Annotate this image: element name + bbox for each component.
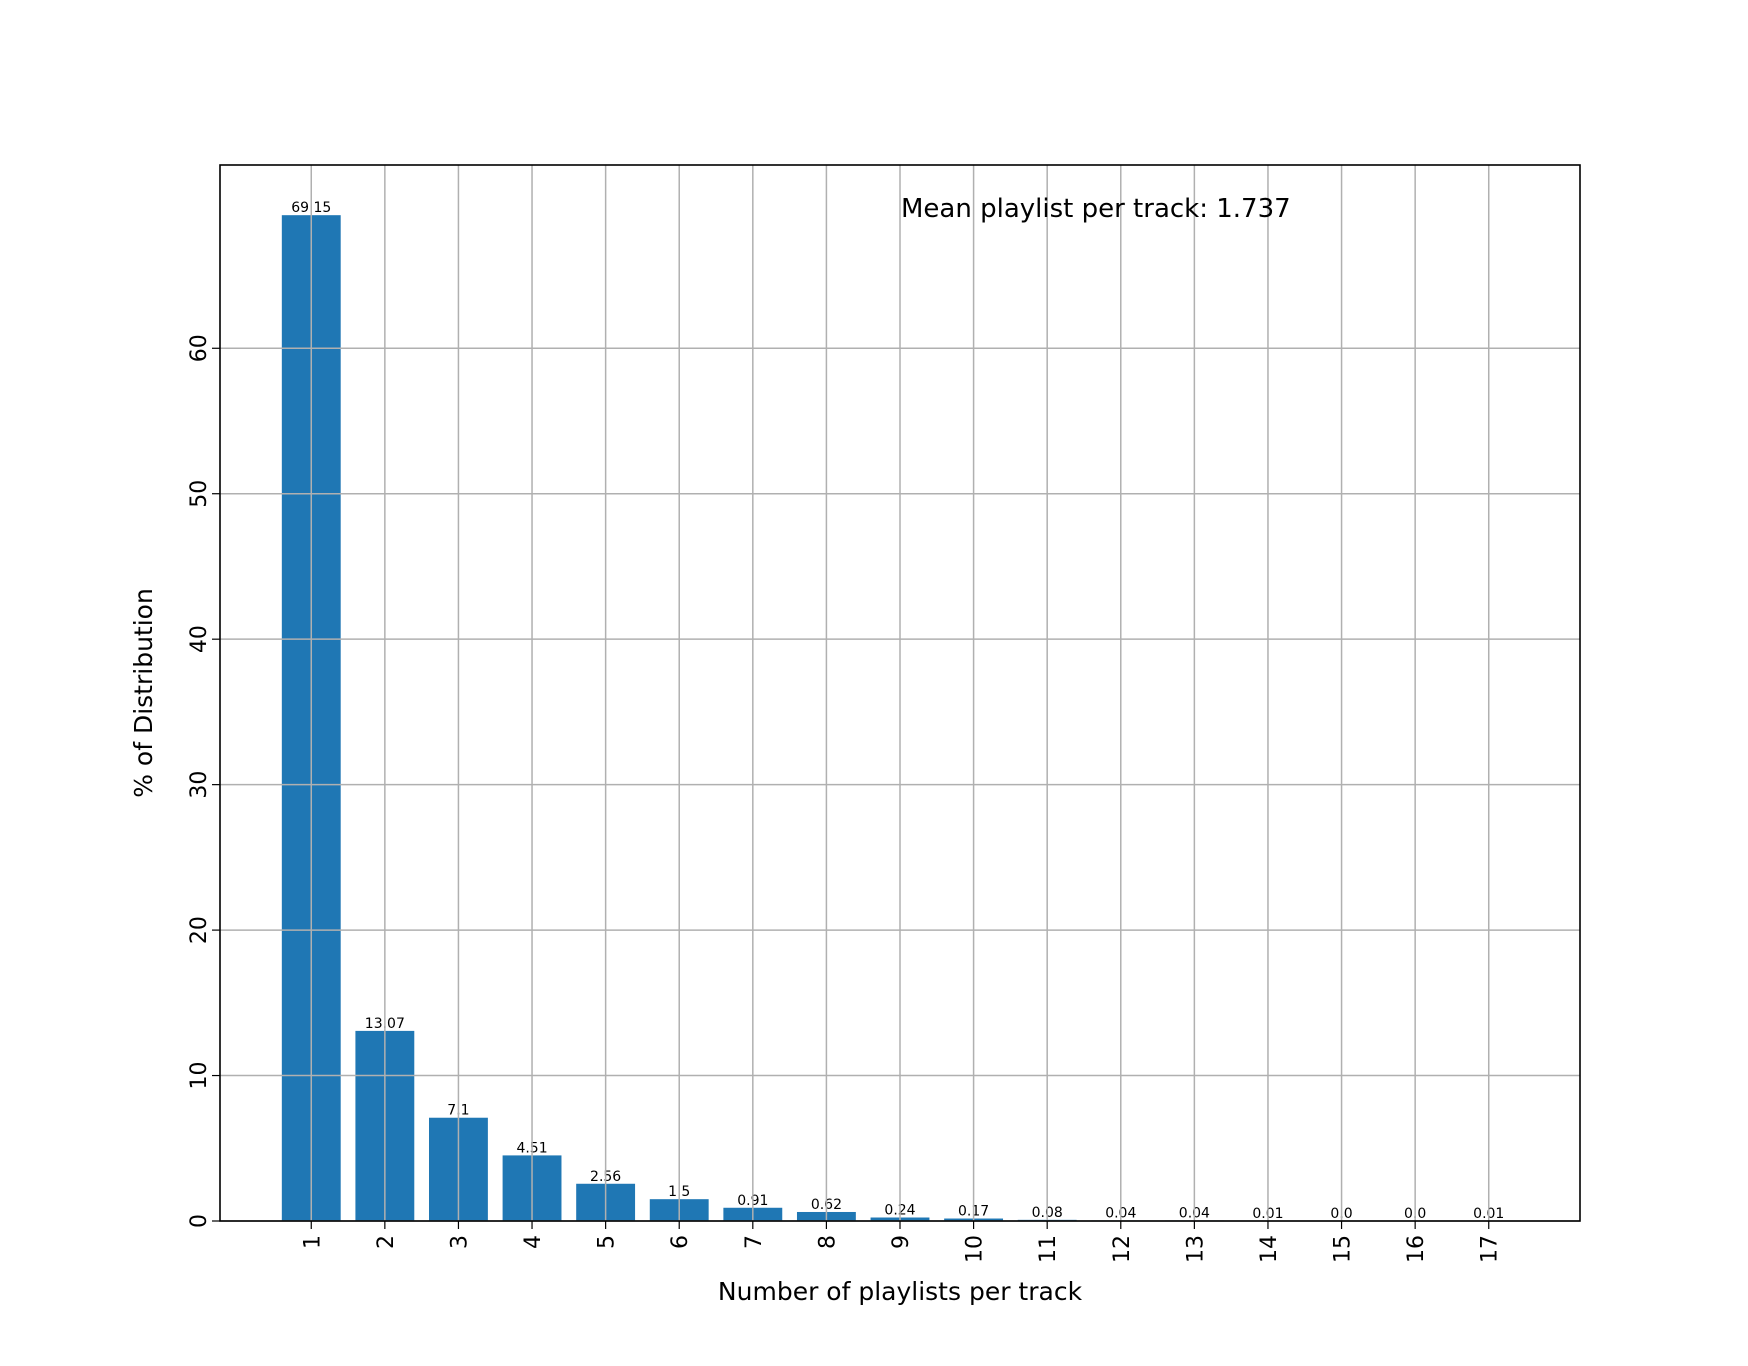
y-tick-label: 40 xyxy=(187,625,212,653)
x-tick-label: 9 xyxy=(889,1235,914,1249)
x-tick-label: 2 xyxy=(374,1235,399,1249)
plot-frame xyxy=(219,164,1581,1222)
y-tick-label: 30 xyxy=(187,771,212,799)
x-tick-label: 6 xyxy=(668,1235,693,1249)
y-tick-label: 10 xyxy=(187,1062,212,1090)
x-tick-label: 15 xyxy=(1331,1235,1356,1263)
x-tick-label: 11 xyxy=(1036,1235,1061,1263)
y-tick-label: 50 xyxy=(187,480,212,508)
x-tick-label: 12 xyxy=(1110,1235,1135,1263)
x-tick-label: 14 xyxy=(1257,1235,1282,1263)
y-tick-label: 0 xyxy=(187,1214,212,1228)
y-axis-label: % of Distribution xyxy=(129,588,158,798)
x-tick-label: 10 xyxy=(963,1235,988,1263)
x-tick-label: 1 xyxy=(300,1235,325,1249)
x-tick-label: 4 xyxy=(521,1235,546,1249)
x-tick-label: 17 xyxy=(1478,1235,1503,1263)
x-tick-label: 8 xyxy=(815,1235,840,1249)
x-axis-label: Number of playlists per track xyxy=(718,1277,1083,1306)
y-tick-label: 60 xyxy=(187,334,212,362)
x-tick-label: 16 xyxy=(1404,1235,1429,1263)
y-tick-label: 20 xyxy=(187,916,212,944)
annotation: Mean playlist per track: 1.737 xyxy=(901,194,1291,224)
x-tick-label: 7 xyxy=(742,1235,767,1249)
x-tick-label: 3 xyxy=(447,1235,472,1249)
x-tick-label: 5 xyxy=(595,1235,620,1249)
x-tick-label: 13 xyxy=(1183,1235,1208,1263)
